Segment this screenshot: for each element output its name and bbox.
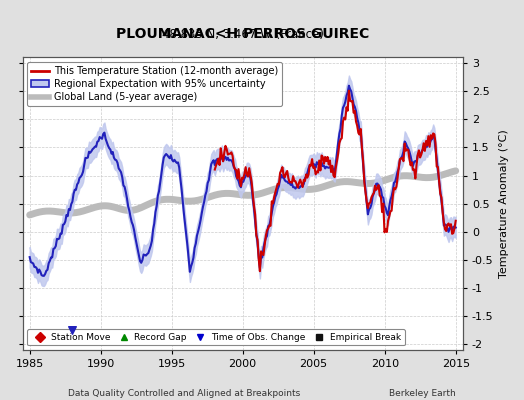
Y-axis label: Temperature Anomaly (°C): Temperature Anomaly (°C) [499, 129, 509, 278]
Text: Data Quality Controlled and Aligned at Breakpoints: Data Quality Controlled and Aligned at B… [68, 389, 300, 398]
Text: 48.833 N, 3.467 W (France): 48.833 N, 3.467 W (France) [162, 28, 324, 41]
Title: PLOUMANAC<H PERROS GUIREC: PLOUMANAC<H PERROS GUIREC [116, 27, 369, 41]
Point [68, 327, 77, 334]
Text: Berkeley Earth: Berkeley Earth [389, 389, 456, 398]
Legend: Station Move, Record Gap, Time of Obs. Change, Empirical Break: Station Move, Record Gap, Time of Obs. C… [27, 329, 405, 346]
